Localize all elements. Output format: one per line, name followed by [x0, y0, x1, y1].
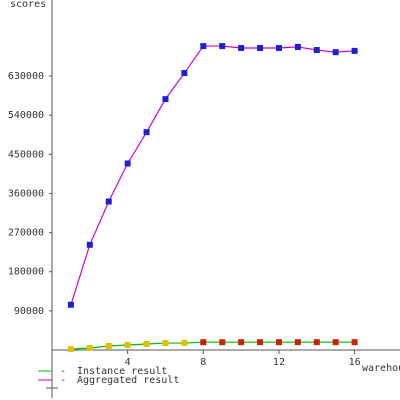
point-marker: [351, 47, 358, 54]
point-marker: [105, 343, 112, 349]
x-tick-label: 8: [200, 357, 206, 368]
point-marker: [86, 241, 93, 248]
point-marker: [294, 339, 301, 346]
y-tick-label: 450000: [8, 149, 44, 160]
y-tick-label: 360000: [8, 188, 44, 199]
point-marker: [332, 339, 339, 346]
legend-dash: -: [60, 366, 66, 377]
y-tick-label: 540000: [8, 110, 44, 121]
x-axis-label: warehouses: [362, 363, 400, 374]
point-marker: [219, 339, 226, 346]
point-marker: [143, 341, 150, 347]
point-marker: [351, 339, 358, 346]
point-marker: [162, 340, 169, 347]
legend-label: Aggregated result: [77, 375, 179, 386]
point-marker: [181, 70, 188, 77]
y-tick-label: 90000: [14, 306, 44, 317]
point-marker: [294, 43, 301, 50]
y-tick-label: 630000: [8, 71, 44, 82]
series-line: [70, 45, 355, 305]
point-marker: [67, 346, 74, 353]
point-marker: [105, 198, 112, 205]
point-marker: [67, 301, 74, 308]
point-marker: [313, 339, 320, 346]
point-marker: [143, 129, 150, 136]
y-tick-label: 270000: [8, 228, 44, 239]
point-marker: [200, 339, 207, 346]
point-marker: [124, 160, 131, 167]
point-marker: [219, 43, 226, 50]
point-marker: [275, 45, 282, 51]
x-tick-label: 16: [349, 357, 361, 368]
x-tick-label: 4: [125, 357, 131, 368]
point-marker: [86, 345, 93, 351]
legend-dash: -: [60, 375, 66, 386]
point-marker: [257, 339, 264, 346]
point-marker: [124, 342, 131, 348]
x-tick-label: 12: [273, 357, 285, 368]
point-marker: [162, 96, 169, 103]
point-marker: [238, 339, 245, 346]
point-marker: [200, 43, 207, 50]
point-marker: [257, 45, 264, 51]
point-marker: [313, 47, 320, 53]
legend-label: Instance result: [77, 366, 167, 377]
point-marker: [238, 45, 245, 51]
y-tick-label: 180000: [8, 267, 44, 278]
point-marker: [332, 49, 339, 56]
series-line: [70, 341, 355, 350]
y-axis-label: scores: [10, 0, 46, 10]
point-marker: [181, 340, 188, 347]
point-marker: [275, 339, 282, 346]
